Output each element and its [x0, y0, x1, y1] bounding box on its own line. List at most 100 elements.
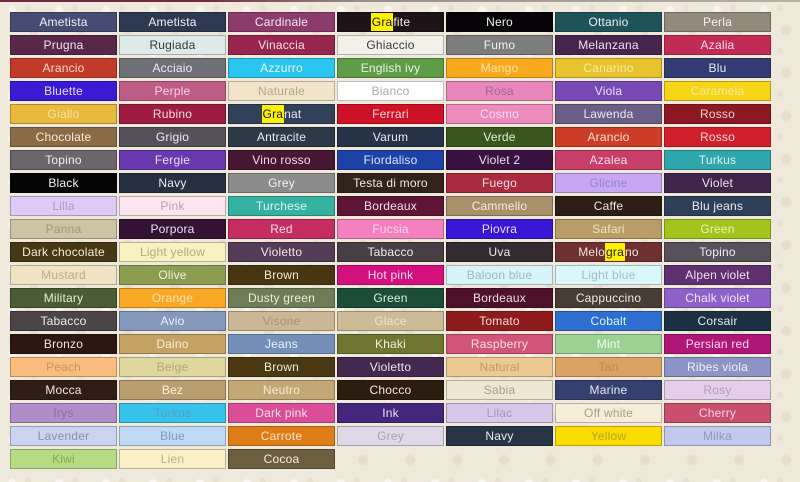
color-swatch-marine[interactable]: Marine — [555, 380, 662, 400]
color-swatch-lavender[interactable]: Lavender — [10, 426, 117, 446]
color-swatch-ink[interactable]: Ink — [337, 403, 444, 423]
color-swatch-chocco[interactable]: Chocco — [337, 380, 444, 400]
color-swatch-perla[interactable]: Perla — [664, 12, 771, 32]
color-swatch-raspberry[interactable]: Raspberry — [446, 334, 553, 354]
color-swatch-sabia[interactable]: Sabia — [446, 380, 553, 400]
color-swatch-tan[interactable]: Tan — [555, 357, 662, 377]
color-swatch-rosso[interactable]: Rosso — [664, 104, 771, 124]
color-swatch-rosa[interactable]: Rosa — [446, 81, 553, 101]
color-swatch-avio[interactable]: Avio — [119, 311, 226, 331]
color-swatch-grey[interactable]: Grey — [337, 426, 444, 446]
color-swatch-grafite[interactable]: Gra fite — [337, 12, 444, 32]
color-swatch-green[interactable]: Green — [337, 288, 444, 308]
color-swatch-grigio[interactable]: Grigio — [119, 127, 226, 147]
color-swatch-carrote[interactable]: Carrote — [228, 426, 335, 446]
color-swatch-lien[interactable]: Lien — [119, 449, 226, 469]
color-swatch-navy[interactable]: Navy — [446, 426, 553, 446]
color-swatch-bordeaux[interactable]: Bordeaux — [337, 196, 444, 216]
color-swatch-fumo[interactable]: Fumo — [446, 35, 553, 55]
color-swatch-ghiaccio[interactable]: Ghiaccio — [337, 35, 444, 55]
color-swatch-milka[interactable]: Milka — [664, 426, 771, 446]
color-swatch-ametista[interactable]: Ametista — [119, 12, 226, 32]
color-swatch-cosmo[interactable]: Cosmo — [446, 104, 553, 124]
color-swatch-daino[interactable]: Daino — [119, 334, 226, 354]
color-swatch-ferrari[interactable]: Ferrari — [337, 104, 444, 124]
color-swatch-neutro[interactable]: Neutro — [228, 380, 335, 400]
color-swatch-violet[interactable]: Violet — [664, 173, 771, 193]
color-swatch-canarino[interactable]: Canarino — [555, 58, 662, 78]
color-swatch-azalia[interactable]: Azalia — [664, 35, 771, 55]
color-swatch-rugiada[interactable]: Rugiada — [119, 35, 226, 55]
color-swatch-off-white[interactable]: Off white — [555, 403, 662, 423]
color-swatch-granat[interactable]: Gra nat — [228, 104, 335, 124]
color-swatch-viola[interactable]: Viola — [555, 81, 662, 101]
color-swatch-light-yellow[interactable]: Light yellow — [119, 242, 226, 262]
color-swatch-bluette[interactable]: Bluette — [10, 81, 117, 101]
color-swatch-tabacco[interactable]: Tabacco — [10, 311, 117, 331]
color-swatch-bronzo[interactable]: Bronzo — [10, 334, 117, 354]
color-swatch-beige[interactable]: Beige — [119, 357, 226, 377]
color-swatch-rosso[interactable]: Rosso — [664, 127, 771, 147]
color-swatch-cocoa[interactable]: Cocoa — [228, 449, 335, 469]
color-swatch-azalea[interactable]: Azalea — [555, 150, 662, 170]
color-swatch-rubino[interactable]: Rubino — [119, 104, 226, 124]
color-swatch-cappuccino[interactable]: Cappuccino — [555, 288, 662, 308]
color-swatch-arancio[interactable]: Arancio — [10, 58, 117, 78]
color-swatch-mocca[interactable]: Mocca — [10, 380, 117, 400]
color-swatch-lawenda[interactable]: Lawenda — [555, 104, 662, 124]
color-swatch-persian-red[interactable]: Persian red — [664, 334, 771, 354]
color-swatch-corsair[interactable]: Corsair — [664, 311, 771, 331]
color-swatch-porpora[interactable]: Porpora — [119, 219, 226, 239]
color-swatch-brown[interactable]: Brown — [228, 265, 335, 285]
color-swatch-navy[interactable]: Navy — [119, 173, 226, 193]
color-swatch-olive[interactable]: Olive — [119, 265, 226, 285]
color-swatch-vinaccia[interactable]: Vinaccia — [228, 35, 335, 55]
color-swatch-safari[interactable]: Safari — [555, 219, 662, 239]
color-swatch-pink[interactable]: Pink — [119, 196, 226, 216]
color-swatch-melanzana[interactable]: Melanzana — [555, 35, 662, 55]
color-swatch-jeans[interactable]: Jeans — [228, 334, 335, 354]
color-swatch-glace[interactable]: Glace — [337, 311, 444, 331]
color-swatch-glicine[interactable]: Glicine — [555, 173, 662, 193]
color-swatch-blu-jeans[interactable]: Blu jeans — [664, 196, 771, 216]
color-swatch-testa-di-moro[interactable]: Testa di moro — [337, 173, 444, 193]
color-swatch-acciaio[interactable]: Acciaio — [119, 58, 226, 78]
color-swatch-mustard[interactable]: Mustard — [10, 265, 117, 285]
color-swatch-mango[interactable]: Mango — [446, 58, 553, 78]
color-swatch-english-ivy[interactable]: English ivy — [337, 58, 444, 78]
color-swatch-vino-rosso[interactable]: Vino rosso — [228, 150, 335, 170]
color-swatch-light-blue[interactable]: Light blue — [555, 265, 662, 285]
color-swatch-giallo[interactable]: Giallo — [10, 104, 117, 124]
color-swatch-violet-2[interactable]: Violet 2 — [446, 150, 553, 170]
color-swatch-visone[interactable]: Visone — [228, 311, 335, 331]
color-swatch-military[interactable]: Military — [10, 288, 117, 308]
color-swatch-alpen-violet[interactable]: Alpen violet — [664, 265, 771, 285]
color-swatch-kiwi[interactable]: Kiwi — [10, 449, 117, 469]
color-swatch-hot-pink[interactable]: Hot pink — [337, 265, 444, 285]
color-swatch-panna[interactable]: Panna — [10, 219, 117, 239]
color-swatch-green[interactable]: Green — [664, 219, 771, 239]
color-swatch-bordeaux[interactable]: Bordeaux — [446, 288, 553, 308]
color-swatch-tabacco[interactable]: Tabacco — [337, 242, 444, 262]
color-swatch-peach[interactable]: Peach — [10, 357, 117, 377]
color-swatch-dusty-green[interactable]: Dusty green — [228, 288, 335, 308]
color-swatch-fuego[interactable]: Fuego — [446, 173, 553, 193]
color-swatch-turkus[interactable]: Turkus — [119, 403, 226, 423]
color-swatch-lilac[interactable]: Lilac — [446, 403, 553, 423]
color-swatch-perple[interactable]: Perple — [119, 81, 226, 101]
color-swatch-violetto[interactable]: Violetto — [337, 357, 444, 377]
color-swatch-grey[interactable]: Grey — [228, 173, 335, 193]
color-swatch-tomato[interactable]: Tomato — [446, 311, 553, 331]
color-swatch-arancio[interactable]: Arancio — [555, 127, 662, 147]
color-swatch-fiordaliso[interactable]: Fiordaliso — [337, 150, 444, 170]
color-swatch-ribes-viola[interactable]: Ribes viola — [664, 357, 771, 377]
color-swatch-ottanio[interactable]: Ottanio — [555, 12, 662, 32]
color-swatch-prugna[interactable]: Prugna — [10, 35, 117, 55]
color-swatch-red[interactable]: Red — [228, 219, 335, 239]
color-swatch-cammello[interactable]: Cammello — [446, 196, 553, 216]
color-swatch-verde[interactable]: Verde — [446, 127, 553, 147]
color-swatch-brown[interactable]: Brown — [228, 357, 335, 377]
color-swatch-orange[interactable]: Orange — [119, 288, 226, 308]
color-swatch-antracite[interactable]: Antracite — [228, 127, 335, 147]
color-swatch-yellow[interactable]: Yellow — [555, 426, 662, 446]
